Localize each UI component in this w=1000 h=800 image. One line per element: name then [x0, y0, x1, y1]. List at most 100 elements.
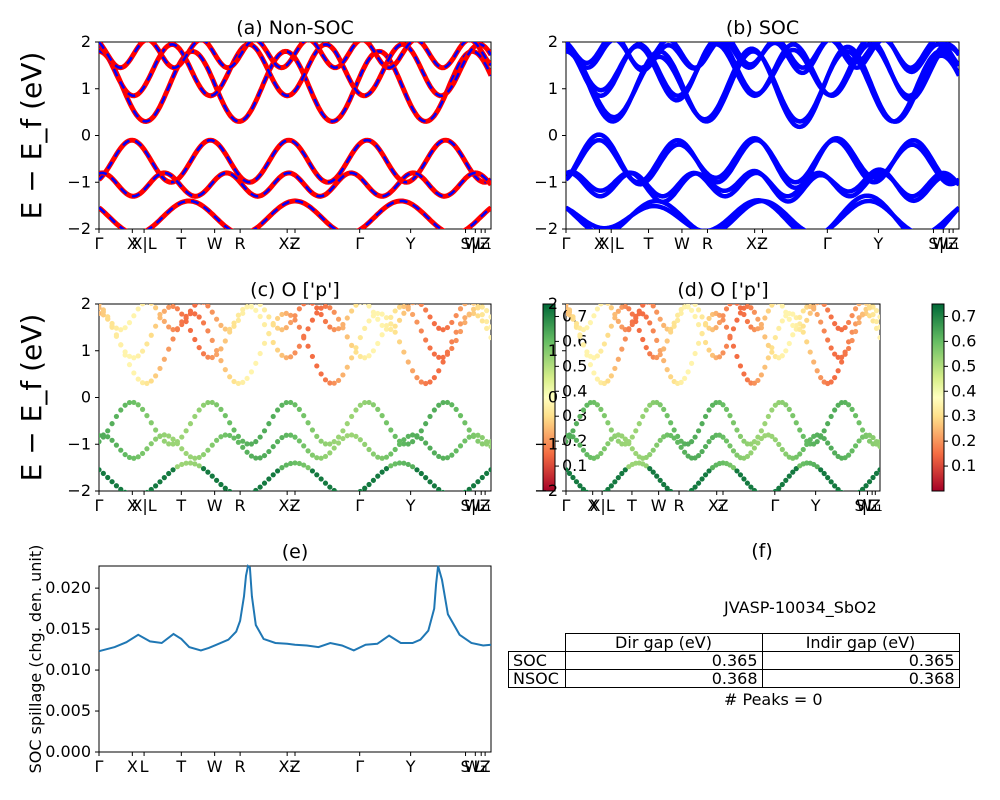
scatter-point	[375, 473, 381, 479]
scatter-point	[622, 467, 628, 473]
scatter-point	[706, 439, 712, 445]
scatter-point	[174, 464, 180, 470]
scatter-point	[418, 304, 424, 308]
scatter-point	[105, 474, 111, 481]
scatter-point	[431, 407, 437, 413]
scatter-point	[695, 428, 702, 434]
scatter-point	[608, 305, 614, 311]
scatter-point	[727, 413, 733, 419]
scatter-point	[205, 447, 211, 453]
scatter-point	[570, 314, 576, 320]
scatter-point	[727, 304, 733, 307]
scatter-point	[622, 336, 628, 342]
scatter-point	[462, 489, 468, 491]
scatter-point	[720, 350, 726, 356]
scatter-point	[828, 345, 834, 351]
scatter-point	[852, 306, 859, 312]
scatter-point	[227, 432, 233, 439]
colorbar-tick-label: 0.3	[951, 406, 976, 425]
scatter-point	[488, 334, 491, 341]
scatter-point	[453, 312, 459, 319]
scatter-point	[716, 319, 723, 326]
x-tick-label: |L₁	[939, 234, 960, 253]
scatter-point	[786, 316, 792, 322]
scatter-point	[821, 435, 827, 442]
scatter-point	[457, 321, 464, 327]
scatter-point	[179, 461, 185, 468]
scatter-point	[366, 481, 372, 488]
scatter-point	[682, 304, 688, 310]
scatter-point	[183, 315, 189, 321]
scatter-point	[640, 304, 646, 308]
scatter-point	[647, 351, 653, 357]
x-tick-label: S	[855, 496, 865, 515]
x-tick-label: L	[140, 757, 149, 776]
scatter-point	[678, 379, 684, 385]
scatter-point	[279, 311, 285, 318]
x-tick-label: Z	[290, 496, 301, 515]
scatter-point	[727, 443, 733, 449]
scatter-point	[366, 399, 372, 406]
scatter-point	[427, 413, 433, 420]
scatter-point	[453, 448, 459, 454]
scatter-point	[266, 476, 272, 482]
scatter-point	[821, 470, 827, 477]
x-tick-label: X₁	[708, 496, 725, 515]
scatter-point	[270, 320, 276, 327]
scatter-point	[814, 439, 820, 445]
scatter-point	[410, 311, 416, 318]
table-row: NSOC 0.368 0.368	[508, 669, 960, 688]
scatter-point	[218, 322, 224, 328]
scatter-point	[484, 325, 490, 332]
scatter-point	[664, 367, 670, 373]
scatter-point	[261, 452, 268, 459]
scatter-point	[166, 441, 172, 447]
scatter-point	[414, 319, 420, 325]
scatter-point	[756, 490, 760, 491]
scatter-point	[825, 475, 831, 481]
scatter-point	[783, 309, 789, 315]
plot-frame-e	[98, 565, 492, 753]
x-tick-label: T	[175, 496, 186, 515]
scatter-point	[839, 354, 845, 361]
scatter-point	[200, 320, 207, 326]
scatter-point	[340, 435, 346, 442]
scatter-point	[253, 360, 259, 366]
scatter-point	[601, 341, 607, 347]
scatter-point	[603, 304, 606, 305]
scatter-point	[657, 351, 663, 358]
scatter-point	[183, 460, 189, 466]
scatter-point	[235, 439, 241, 445]
scatter-point	[678, 444, 684, 450]
scatter-point	[797, 451, 803, 457]
scatter-point	[296, 324, 302, 330]
scatter-point	[797, 326, 803, 332]
scatter-point	[800, 323, 806, 329]
scatter-point	[279, 465, 285, 471]
scatter-point	[109, 324, 115, 330]
scatter-point	[846, 319, 852, 326]
scatter-point	[751, 445, 758, 451]
scatter-point	[436, 453, 442, 460]
scatter-point	[577, 442, 583, 448]
scatter-point	[335, 434, 342, 440]
x-tick-label: |L₁	[862, 496, 883, 515]
scatter-point	[370, 451, 376, 457]
band-split-3	[566, 132, 959, 191]
scatter-point	[689, 307, 695, 313]
scatter-point	[706, 407, 712, 413]
scatter-point	[716, 354, 723, 360]
scatter-point	[449, 452, 455, 458]
scatter-point	[122, 402, 128, 408]
scatter-point	[196, 407, 202, 413]
scatter-point	[832, 375, 838, 381]
scatter-point	[148, 378, 154, 384]
scatter-point	[723, 406, 730, 412]
scatter-point	[362, 304, 367, 305]
scatter-point	[615, 475, 621, 481]
scatter-point	[270, 339, 276, 346]
scatter-point	[257, 434, 263, 440]
scatter-point	[401, 441, 407, 447]
